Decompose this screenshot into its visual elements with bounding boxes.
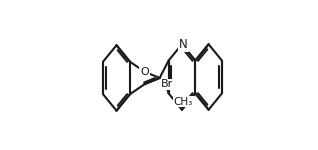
Text: Br: Br xyxy=(161,79,173,89)
Text: CH₃: CH₃ xyxy=(174,96,193,106)
Text: O: O xyxy=(140,67,149,77)
Text: N: N xyxy=(179,38,188,51)
